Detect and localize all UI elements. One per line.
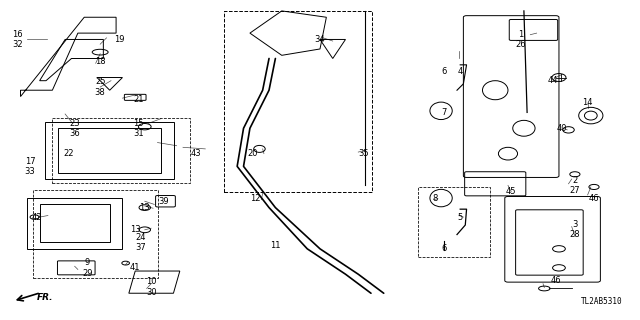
Text: 42: 42 xyxy=(31,212,42,222)
Text: 15
31: 15 31 xyxy=(133,119,144,138)
Text: 6: 6 xyxy=(442,244,447,253)
Text: TL2AB5310: TL2AB5310 xyxy=(581,297,623,306)
Text: 46: 46 xyxy=(550,276,561,285)
Text: 3
28: 3 28 xyxy=(570,220,580,239)
Text: FR.: FR. xyxy=(36,293,53,302)
Text: 20: 20 xyxy=(248,149,259,158)
Text: 14: 14 xyxy=(582,99,593,108)
Text: 2
27: 2 27 xyxy=(570,176,580,195)
Text: 13: 13 xyxy=(140,203,150,212)
Text: 12: 12 xyxy=(250,194,260,203)
Text: 7: 7 xyxy=(442,108,447,117)
Text: 19: 19 xyxy=(114,35,125,44)
Text: 24
37: 24 37 xyxy=(135,233,146,252)
Text: 1
26: 1 26 xyxy=(515,30,526,49)
Text: 16
32: 16 32 xyxy=(12,30,22,49)
Text: 46: 46 xyxy=(589,194,599,203)
Text: 45: 45 xyxy=(506,187,516,196)
Text: 44: 44 xyxy=(547,76,558,85)
Text: 39: 39 xyxy=(159,197,169,206)
Text: 41: 41 xyxy=(130,263,140,272)
Text: 5: 5 xyxy=(458,212,463,222)
Text: 6: 6 xyxy=(442,67,447,76)
Text: 40: 40 xyxy=(557,124,568,133)
Text: 9
29: 9 29 xyxy=(82,258,93,277)
Text: 17
33: 17 33 xyxy=(25,157,35,176)
Text: 23
36: 23 36 xyxy=(69,119,80,138)
Text: 4: 4 xyxy=(458,67,463,76)
Text: 10
30: 10 30 xyxy=(146,277,156,297)
Text: 35: 35 xyxy=(358,149,369,158)
Text: 8: 8 xyxy=(432,194,437,203)
Text: 11: 11 xyxy=(270,241,281,250)
Text: 22: 22 xyxy=(63,149,74,158)
Text: 43: 43 xyxy=(191,149,201,158)
Text: 25
38: 25 38 xyxy=(95,77,106,97)
Text: 18: 18 xyxy=(95,57,106,66)
Text: 34: 34 xyxy=(315,35,325,44)
Text: 21: 21 xyxy=(133,95,143,104)
Text: 13: 13 xyxy=(130,225,141,234)
